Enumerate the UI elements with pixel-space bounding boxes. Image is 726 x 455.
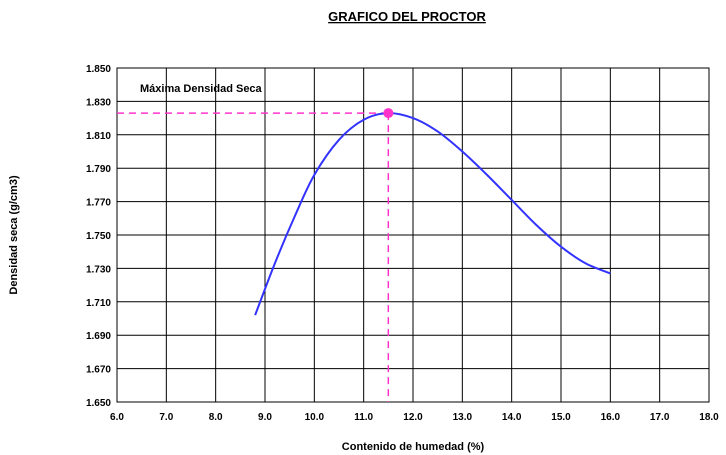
y-tick-label: 1.750: [86, 231, 111, 242]
x-tick-label: 16.0: [601, 412, 621, 423]
max-density-point: [383, 108, 394, 119]
compaction-curve: [254, 112, 611, 316]
max-density-annotation: Máxima Densidad Seca: [140, 83, 263, 95]
x-tick-label: 15.0: [551, 412, 571, 423]
chart-title: GRAFICO DEL PROCTOR: [328, 9, 486, 24]
x-tick-label: 13.0: [453, 412, 473, 423]
y-tick-label: 1.830: [86, 97, 111, 108]
y-axis-label: Densidad seca (g/cm3): [8, 175, 20, 295]
x-tick-label: 8.0: [209, 412, 223, 423]
y-tick-label: 1.810: [86, 131, 111, 142]
x-tick-label: 9.0: [258, 412, 272, 423]
y-tick-label: 1.730: [86, 264, 111, 275]
x-tick-label: 12.0: [403, 412, 423, 423]
x-axis-label: Contenido de humedad (%): [342, 441, 485, 453]
x-tick-label: 6.0: [110, 412, 124, 423]
x-tick-label: 10.0: [305, 412, 325, 423]
y-tick-label: 1.670: [86, 365, 111, 376]
max-density-guides: [117, 112, 390, 402]
x-tick-label: 11.0: [354, 412, 373, 423]
y-tick-label: 1.710: [86, 298, 111, 309]
plot-area-border: [116, 67, 710, 403]
y-tick-label: 1.650: [86, 398, 111, 409]
y-axis-ticks: 1.850 1.830 1.810 1.790 1.770 1.750 1.730 1.710…: [86, 64, 111, 409]
x-tick-label: 17.0: [650, 412, 670, 423]
x-tick-label: 14.0: [502, 412, 522, 423]
y-tick-label: 1.690: [86, 331, 111, 342]
x-axis-ticks: 6.0 7.0 8.0 9.0 10.0 11.0 12.0 13.0 14.0 15.0 16.0…: [110, 412, 719, 423]
x-tick-label: 7.0: [159, 412, 173, 423]
y-tick-label: 1.850: [86, 64, 111, 75]
x-tick-label: 18.0: [699, 412, 719, 423]
y-tick-label: 1.790: [86, 164, 111, 175]
y-tick-label: 1.770: [86, 198, 111, 209]
